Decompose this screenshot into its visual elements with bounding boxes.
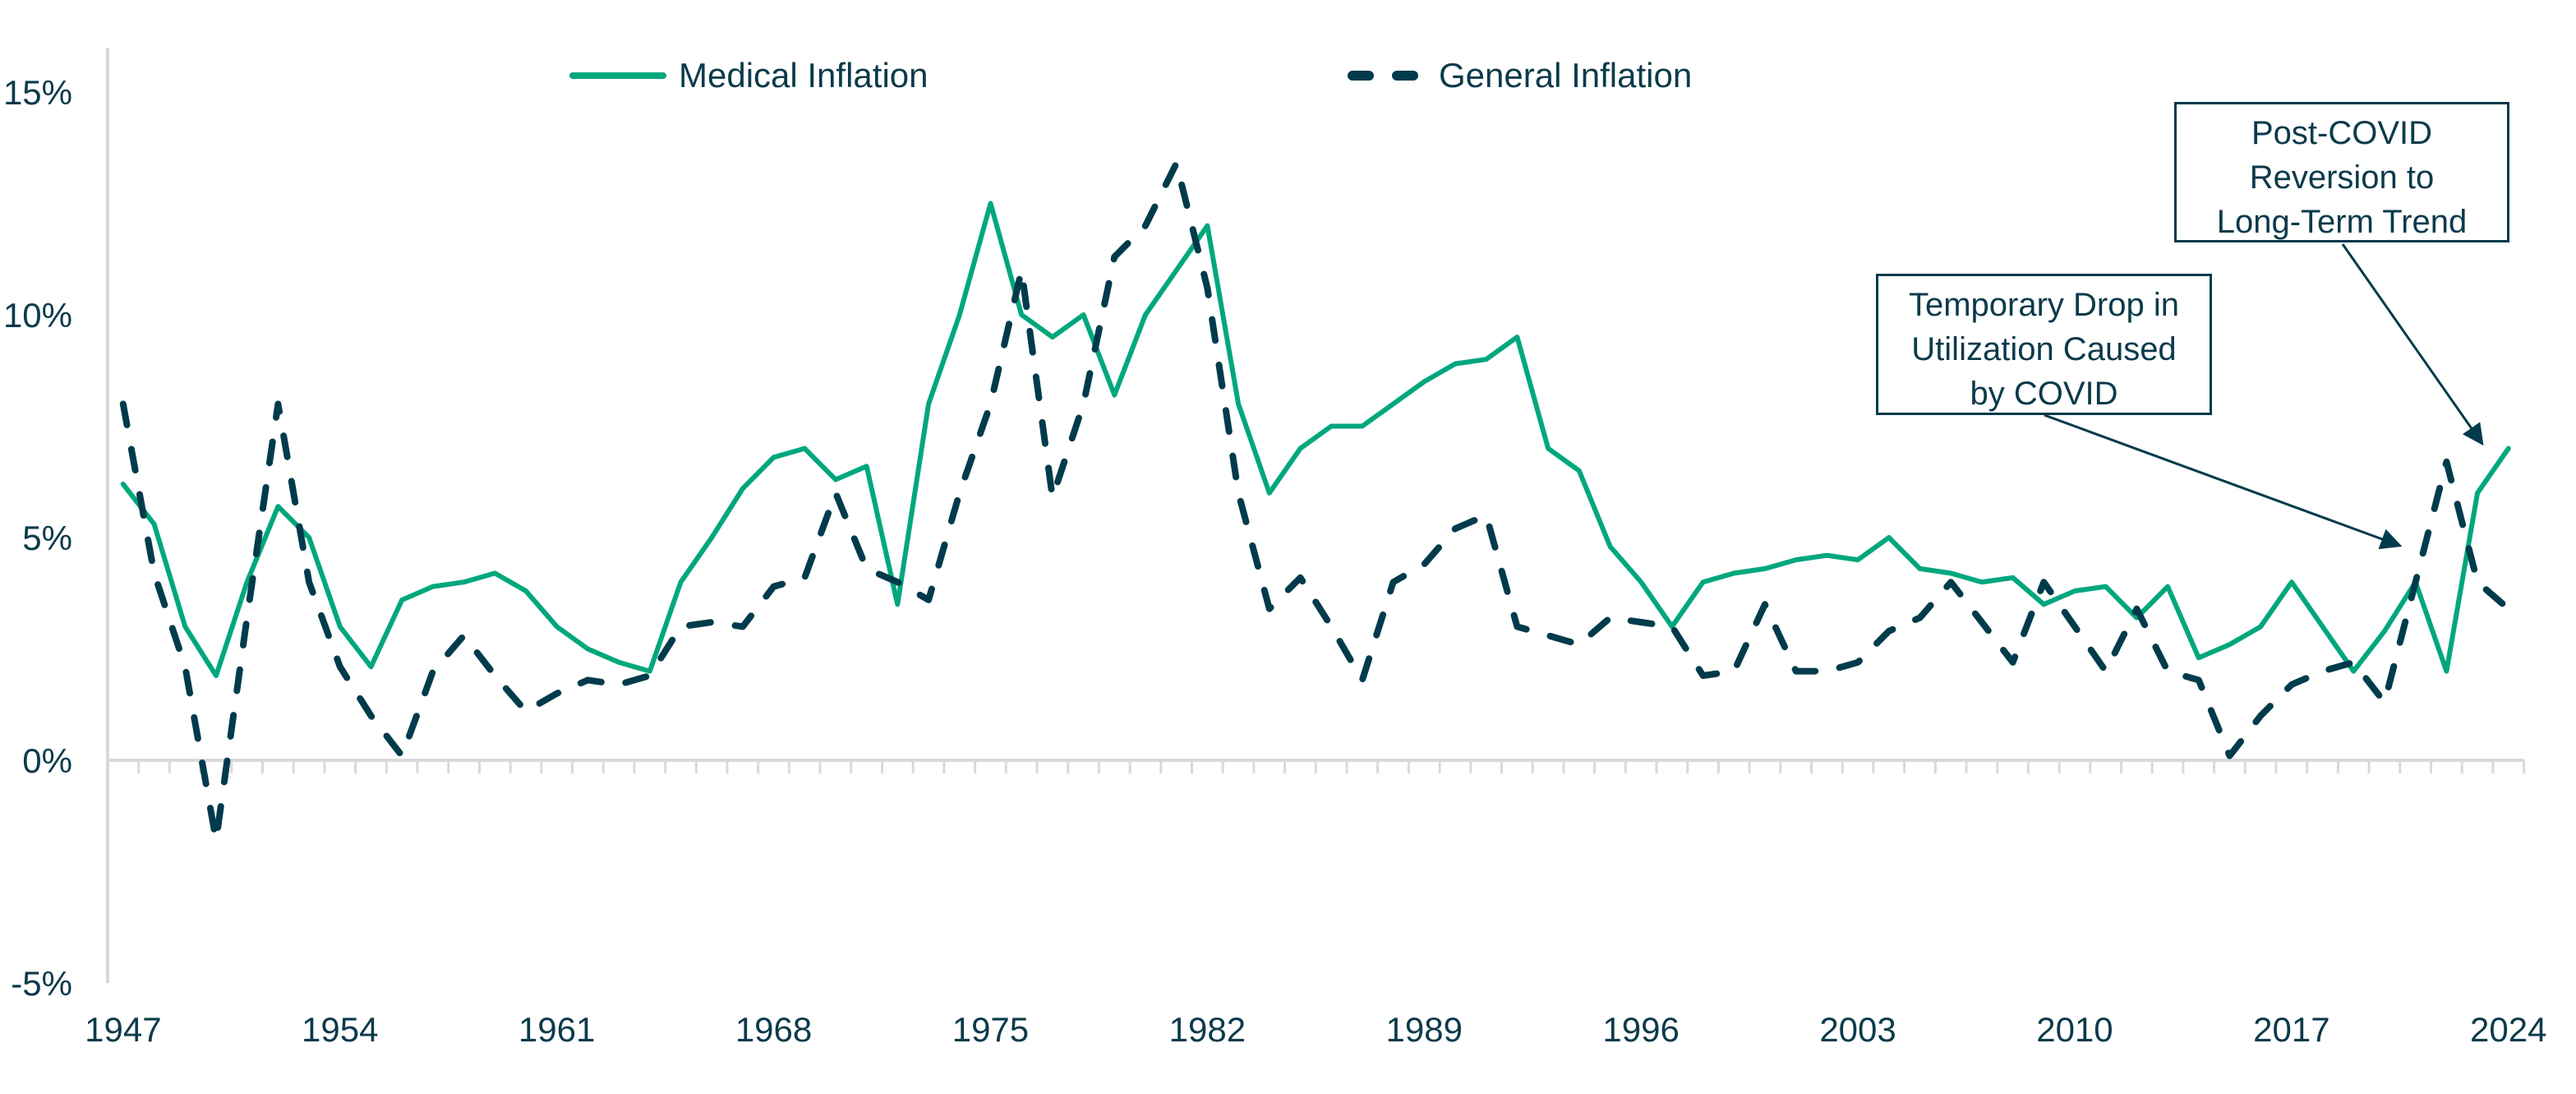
data-point-general-inflation xyxy=(1731,669,1736,674)
data-point-general-inflation xyxy=(1236,491,1241,496)
y-tick-label: 5% xyxy=(22,519,72,557)
data-point-general-inflation xyxy=(2506,607,2511,612)
x-tick-label: 1982 xyxy=(1169,1010,1246,1049)
y-tick-label: 10% xyxy=(3,296,72,335)
legend-item-medical-inflation: Medical Inflation xyxy=(569,54,929,97)
data-point-general-inflation xyxy=(152,570,157,575)
annotation-line: Post-COVID xyxy=(2251,115,2433,151)
x-tick-label: 2017 xyxy=(2253,1010,2329,1049)
x-tick-label: 1968 xyxy=(735,1010,812,1049)
series-line-medical-inflation xyxy=(120,201,2511,678)
y-axis-labels: 15% 10% 5% 0% -5% xyxy=(3,73,72,1003)
legend-label-medical: Medical Inflation xyxy=(679,56,929,95)
data-point-general-inflation xyxy=(1019,268,1024,273)
x-tick-label: 1961 xyxy=(518,1010,595,1049)
data-point-general-inflation xyxy=(1577,642,1582,647)
x-tick-label: 1996 xyxy=(1602,1010,1679,1049)
data-point-general-inflation xyxy=(245,616,250,621)
axes xyxy=(106,48,2526,983)
data-point-general-inflation xyxy=(1824,669,1829,674)
annotation-arrows xyxy=(2044,243,2484,550)
data-point-general-inflation xyxy=(2320,669,2325,674)
annotation-line: Long-Term Trend xyxy=(2216,204,2468,240)
data-point-general-inflation xyxy=(616,682,621,687)
data-point-general-inflation xyxy=(2382,700,2387,705)
legend-label-general: General Inflation xyxy=(1439,56,1693,95)
annotation-arrow-post-covid xyxy=(2341,243,2484,446)
x-tick-label: 2010 xyxy=(2036,1010,2113,1049)
x-tick-label: 1954 xyxy=(302,1010,378,1049)
legend-swatch-dashed-line xyxy=(1348,71,1418,81)
x-tick-label: 2003 xyxy=(1819,1010,1896,1049)
annotation-arrow-temporary-drop xyxy=(2044,413,2403,550)
series-group xyxy=(119,159,2512,844)
annotation-line: by COVID xyxy=(1970,376,2118,412)
series-line-general-inflation xyxy=(119,159,2512,844)
y-tick-label: 15% xyxy=(3,73,72,112)
legend-swatch-solid-line xyxy=(569,72,666,79)
data-point-general-inflation xyxy=(957,491,962,496)
annotation-line: Temporary Drop in xyxy=(1908,287,2179,323)
data-point-general-inflation xyxy=(523,709,528,713)
data-point-general-inflation xyxy=(988,401,993,406)
x-tick-label: 1975 xyxy=(952,1010,1029,1049)
annotation-temporary-drop: Temporary Drop in Utilization Caused by … xyxy=(1876,274,2212,415)
data-point-general-inflation xyxy=(864,566,869,571)
x-axis-labels: 1947 1954 1961 1968 1975 1982 1989 1996 2003 2010… xyxy=(85,1010,2546,1049)
legend-dash-segment xyxy=(1348,71,1374,81)
legend-item-general-inflation: General Inflation xyxy=(1348,54,1692,97)
annotation-post-covid: Post-COVID Reversion to Long-Term Trend xyxy=(2174,102,2509,242)
data-point-general-inflation xyxy=(214,838,219,843)
annotation-line: Reversion to xyxy=(2249,159,2435,196)
data-point-general-inflation xyxy=(1050,495,1055,500)
data-point-general-inflation xyxy=(1329,624,1334,629)
annotation-line: Utilization Caused xyxy=(1911,331,2177,367)
data-point-general-inflation xyxy=(492,673,497,678)
x-tick-label: 2024 xyxy=(2470,1010,2546,1049)
data-point-general-inflation xyxy=(1484,513,1489,518)
x-tick-label: 1989 xyxy=(1386,1010,1463,1049)
y-tick-label: 0% xyxy=(22,741,72,780)
data-point-general-inflation xyxy=(182,664,187,669)
x-tick-label: 1947 xyxy=(85,1010,161,1049)
data-point-general-inflation xyxy=(2165,669,2170,674)
legend-dash-segment xyxy=(1392,71,1418,81)
data-point-general-inflation xyxy=(1081,401,1086,406)
y-tick-label: -5% xyxy=(11,964,72,1003)
data-point-general-inflation xyxy=(2475,579,2480,584)
data-point-general-inflation xyxy=(679,624,684,629)
